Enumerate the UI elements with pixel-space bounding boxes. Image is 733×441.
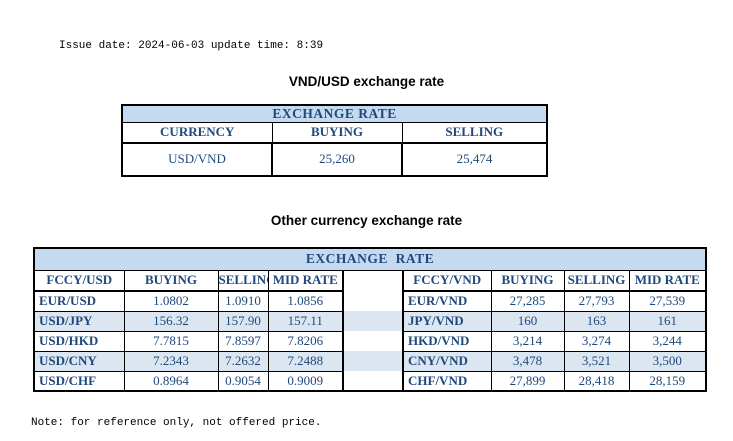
column-header-buying: BUYING: [123, 269, 219, 292]
spacer-cell: [342, 331, 404, 351]
currency-pair-cell: USD/CHF: [33, 370, 125, 392]
selling-rate-cell: 163: [563, 310, 630, 332]
issue-date-text: Issue date: 2024-06-03 update time: 8:39: [59, 40, 324, 52]
currency-pair-cell: USD/VND: [121, 142, 273, 176]
spacer-cell: [342, 351, 404, 371]
selling-rate-cell: 7.2632: [217, 350, 269, 372]
buying-rate-cell: 156.32: [123, 310, 219, 332]
currency-pair-cell: USD/CNY: [33, 350, 125, 372]
table-row: USD/VND 25,260 25,474: [121, 142, 549, 176]
table-row: USD/HKD 7.7815 7.8597 7.8206 HKD/VND 3,2…: [33, 330, 707, 352]
buying-rate-cell: 7.2343: [123, 350, 219, 372]
mid-rate-cell: 0.9009: [267, 370, 344, 392]
mid-rate-cell: 3,244: [628, 330, 707, 352]
column-header-mid-rate: MID RATE: [628, 269, 707, 292]
column-header-mid-rate: MID RATE: [267, 269, 344, 292]
table-row: USD/CNY 7.2343 7.2632 7.2488 CNY/VND 3,4…: [33, 350, 707, 372]
buying-rate-cell: 3,214: [490, 330, 565, 352]
currency-pair-cell: CNY/VND: [402, 350, 492, 372]
buying-rate-cell: 25,260: [271, 142, 403, 176]
column-header-selling: SELLING: [401, 122, 548, 144]
mid-rate-cell: 157.11: [267, 310, 344, 332]
mid-rate-cell: 1.0856: [267, 290, 344, 312]
spacer-cell: [342, 270, 404, 291]
currency-pair-cell: HKD/VND: [402, 330, 492, 352]
column-header-row: FCCY/USD BUYING SELLING MID RATE FCCY/VN…: [33, 269, 707, 292]
table-row: USD/CHF 0.8964 0.9054 0.9009 CHF/VND 27,…: [33, 370, 707, 392]
currency-pair-cell: CHF/VND: [402, 370, 492, 392]
selling-rate-cell: 1.0910: [217, 290, 269, 312]
other-currency-section-title: Other currency exchange rate: [270, 213, 463, 228]
buying-rate-cell: 27,899: [490, 370, 565, 392]
buying-rate-cell: 160: [490, 310, 565, 332]
note-text: Note: for reference only, not offered pr…: [31, 417, 322, 429]
table-band-header: EXCHANGE RATE: [33, 247, 707, 271]
buying-rate-cell: 1.0802: [123, 290, 219, 312]
other-currency-exchange-table-wrap: EXCHANGE RATE FCCY/USD BUYING SELLING MI…: [33, 247, 708, 392]
spacer-cell: [342, 371, 404, 391]
currency-pair-cell: EUR/VND: [402, 290, 492, 312]
column-header-fccy-vnd: FCCY/VND: [402, 269, 492, 292]
column-header-buying: BUYING: [490, 269, 565, 292]
column-header-fccy-usd: FCCY/USD: [33, 269, 125, 292]
buying-rate-cell: 7.7815: [123, 330, 219, 352]
column-header-row: CURRENCY BUYING SELLING: [121, 122, 548, 144]
selling-rate-cell: 3,521: [563, 350, 630, 372]
vnd-usd-section-title: VND/USD exchange rate: [288, 74, 445, 89]
column-header-selling: SELLING: [217, 269, 269, 292]
selling-rate-cell: 3,274: [563, 330, 630, 352]
table-band-row: EXCHANGE RATE: [33, 247, 707, 271]
vnd-usd-exchange-table-wrap: EXCHANGE RATE CURRENCY BUYING SELLING US…: [121, 104, 549, 177]
buying-rate-cell: 0.8964: [123, 370, 219, 392]
selling-rate-cell: 157.90: [217, 310, 269, 332]
spacer-cell: [342, 291, 404, 311]
table-row: USD/JPY 156.32 157.90 157.11 JPY/VND 160…: [33, 310, 707, 332]
mid-rate-cell: 161: [628, 310, 707, 332]
mid-rate-cell: 3,500: [628, 350, 707, 372]
selling-rate-cell: 28,418: [563, 370, 630, 392]
column-header-selling: SELLING: [563, 269, 630, 292]
mid-rate-cell: 7.2488: [267, 350, 344, 372]
mid-rate-cell: 27,539: [628, 290, 707, 312]
buying-rate-cell: 3,478: [490, 350, 565, 372]
mid-rate-cell: 28,159: [628, 370, 707, 392]
other-currency-exchange-table: EXCHANGE RATE FCCY/USD BUYING SELLING MI…: [33, 247, 708, 392]
mid-rate-cell: 7.8206: [267, 330, 344, 352]
table-band-row: EXCHANGE RATE: [121, 104, 548, 123]
buying-rate-cell: 27,285: [490, 290, 565, 312]
selling-rate-cell: 7.8597: [217, 330, 269, 352]
currency-pair-cell: JPY/VND: [402, 310, 492, 332]
spacer-cell: [342, 311, 404, 331]
selling-rate-cell: 0.9054: [217, 370, 269, 392]
column-header-currency: CURRENCY: [121, 122, 273, 144]
selling-rate-cell: 27,793: [563, 290, 630, 312]
currency-pair-cell: USD/JPY: [33, 310, 125, 332]
currency-pair-cell: USD/HKD: [33, 330, 125, 352]
table-row: EUR/USD 1.0802 1.0910 1.0856 EUR/VND 27,…: [33, 290, 707, 312]
selling-rate-cell: 25,474: [400, 142, 549, 176]
vnd-usd-exchange-table: EXCHANGE RATE CURRENCY BUYING SELLING US…: [121, 104, 549, 177]
column-header-buying: BUYING: [271, 122, 403, 144]
currency-pair-cell: EUR/USD: [33, 290, 125, 312]
table-band-header: EXCHANGE RATE: [121, 104, 548, 123]
